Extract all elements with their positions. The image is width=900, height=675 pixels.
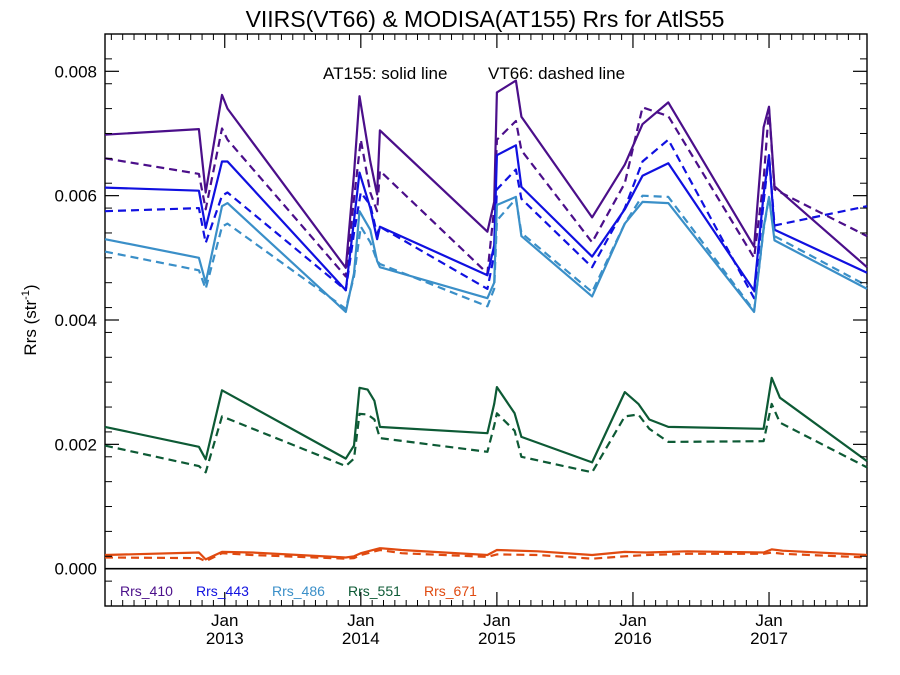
x-tick-label-month: Jan [347, 611, 374, 630]
annotation-solid-line: AT155: solid line [323, 64, 447, 83]
legend-item-rrs-443: Rrs_443 [196, 583, 249, 599]
y-axis-label-end: ) [21, 284, 40, 290]
series-rrs-410-solid [104, 79, 868, 269]
legend-item-rrs-410: Rrs_410 [120, 583, 173, 599]
series-rrs-410-dashed [104, 106, 868, 278]
legend-item-rrs-551: Rrs_551 [348, 583, 401, 599]
x-tick-label-year: 2017 [750, 629, 788, 648]
series-rrs-551-dashed [104, 402, 868, 474]
series-layer [104, 79, 868, 563]
y-tick-label: 0.002 [54, 435, 97, 454]
x-tick-label-month: Jan [619, 611, 646, 630]
y-axis-label: Rrs (str-1) [20, 284, 40, 355]
y-axis: 0.000 0.002 0.004 0.006 0.008 [54, 33, 867, 607]
legend-item-rrs-486: Rrs_486 [272, 583, 325, 599]
x-tick-label-year: 2015 [478, 629, 516, 648]
x-tick-label-month: Jan [211, 611, 238, 630]
x-tick-label-month: Jan [755, 611, 782, 630]
x-tick-label-year: 2016 [614, 629, 652, 648]
series-rrs-671-solid [104, 547, 868, 561]
y-tick-label: 0.004 [54, 311, 97, 330]
y-axis-label-main: Rrs (str [21, 300, 40, 356]
plot-frame [104, 33, 868, 607]
x-tick-label-year: 2013 [206, 629, 244, 648]
legend-item-rrs-671: Rrs_671 [424, 583, 477, 599]
x-tick-label-year: 2014 [342, 629, 380, 648]
series-rrs-551-solid [104, 376, 868, 464]
annotation-dashed-line: VT66: dashed line [488, 64, 625, 83]
series-rrs-671-dashed [104, 548, 868, 563]
x-tick-label-month: Jan [483, 611, 510, 630]
series-rrs-486-dashed [104, 194, 868, 312]
y-tick-label: 0.006 [54, 187, 97, 206]
y-axis-label-superscript: -1 [20, 290, 32, 300]
legend: Rrs_410 Rrs_443 Rrs_486 Rrs_551 Rrs_671 [120, 583, 477, 599]
y-tick-label: 0.000 [54, 560, 97, 579]
y-tick-label: 0.008 [54, 62, 97, 81]
chart-title: VIIRS(VT66) & MODISA(AT155) Rrs for AtlS… [246, 6, 725, 32]
